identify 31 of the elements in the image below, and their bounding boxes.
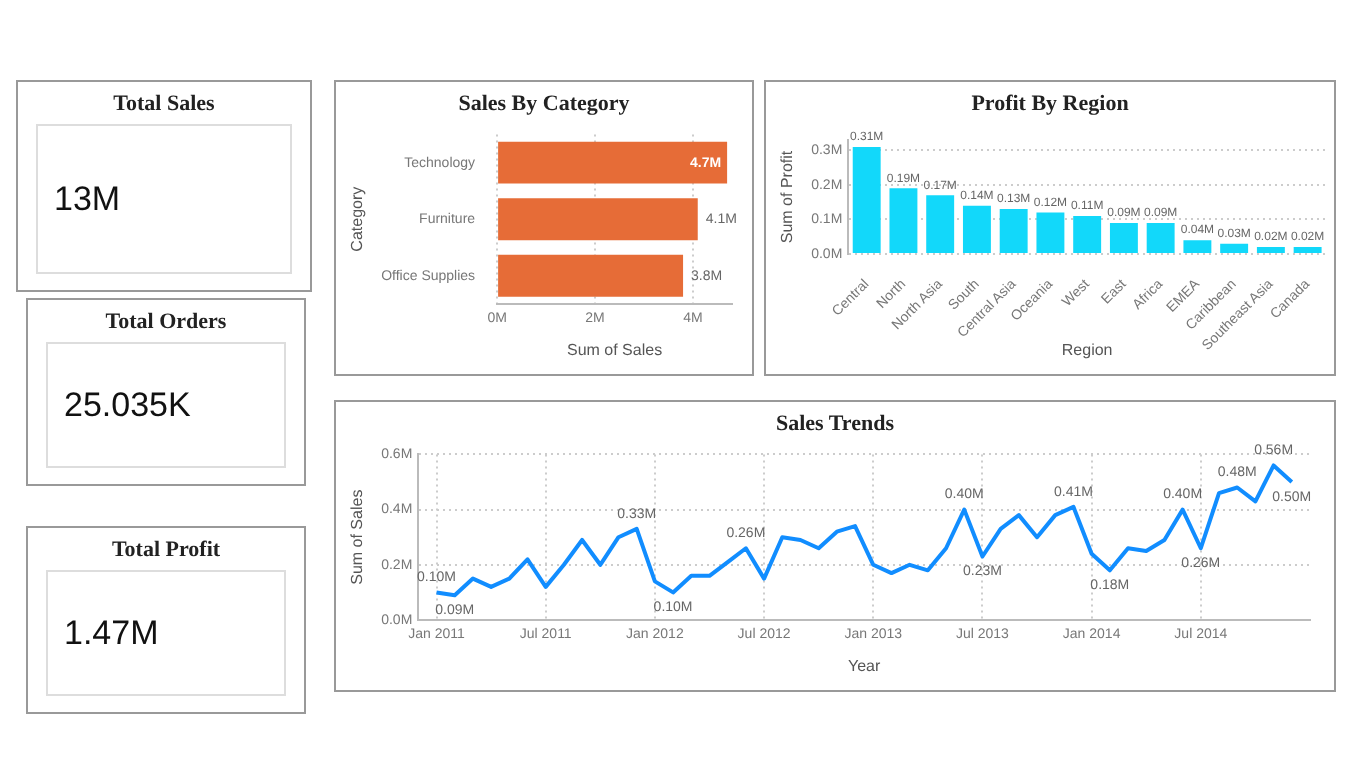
bar: [498, 254, 684, 297]
text: Total Profit: [109, 536, 223, 566]
chart-title: Sales By Category: [456, 90, 632, 120]
bar: [1036, 212, 1065, 253]
text: Total Orders: [103, 308, 229, 338]
y-axis-title: Category: [348, 186, 367, 252]
bar: [1256, 247, 1285, 253]
bar: [1183, 240, 1212, 253]
text: Total Sales: [111, 90, 217, 120]
x-axis-title: Region: [1061, 340, 1113, 359]
bar: [498, 141, 728, 184]
bar: [1109, 222, 1138, 253]
bar: [1220, 243, 1249, 253]
bar: [498, 198, 698, 241]
bar: [889, 188, 918, 253]
bar: [926, 195, 955, 253]
y-axis-title: Sum of Profit: [778, 149, 797, 244]
text: 1.47M: [64, 613, 159, 653]
bar: [1293, 247, 1322, 253]
bar: [962, 205, 991, 253]
x-axis-title: Sum of Sales: [566, 340, 663, 359]
bar: [1146, 222, 1175, 253]
x-axis-title: Year: [847, 656, 881, 675]
bar: [1073, 216, 1102, 253]
chart-title: Sales Trends: [774, 410, 896, 440]
text: 13M: [54, 179, 121, 219]
bar: [999, 209, 1028, 253]
y-axis-title: Sum of Sales: [348, 489, 367, 585]
chart-title: Profit By Region: [969, 90, 1131, 120]
bar: [852, 146, 881, 253]
text: 25.035K: [64, 385, 191, 425]
